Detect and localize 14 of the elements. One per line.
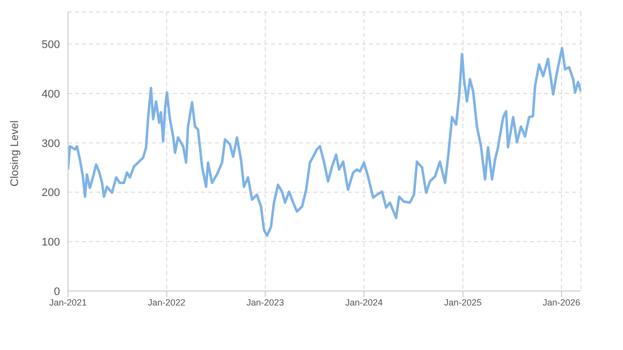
line-series xyxy=(68,46,581,237)
y-axis-title: Closing Level xyxy=(8,120,21,186)
y-tick-label: 500 xyxy=(42,39,60,51)
y-tick-label: 100 xyxy=(42,236,60,249)
y-tick-label: 200 xyxy=(42,187,60,200)
y-tick-label: 400 xyxy=(42,88,60,100)
y-tick-label: 0 xyxy=(54,286,60,298)
x-tick-label: Jan-2022 xyxy=(148,297,186,308)
x-tick-label: Jan-2024 xyxy=(345,297,383,308)
x-tick-label: Jan-2021 xyxy=(49,297,87,308)
x-tick-label: Jan-2023 xyxy=(246,297,284,308)
x-tick-label: Jan-2025 xyxy=(444,297,482,308)
x-tick-label: Jan-2026 xyxy=(542,297,580,308)
y-tick-label: 300 xyxy=(42,138,60,150)
